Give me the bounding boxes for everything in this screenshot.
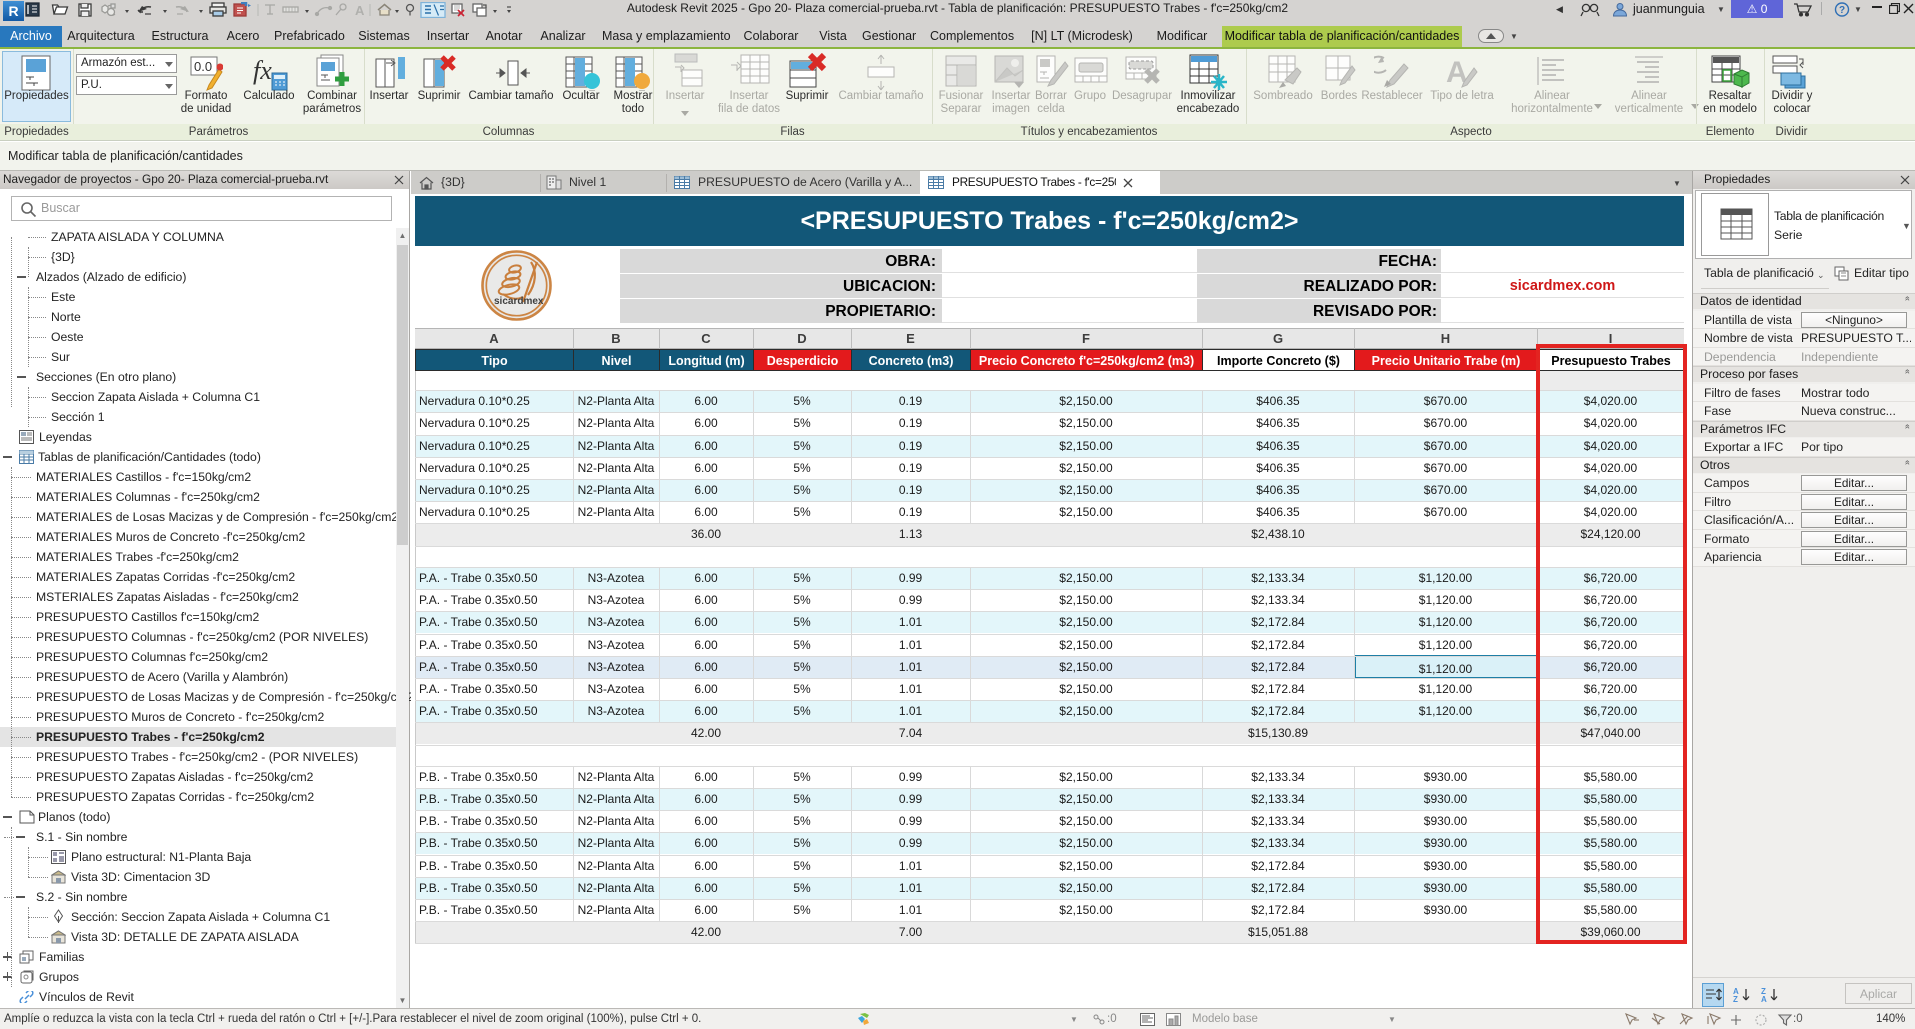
svg-text:Z: Z (1733, 995, 1738, 1003)
svg-text:A: A (1733, 987, 1739, 996)
svg-text:fx: fx (253, 56, 272, 85)
svg-text:?: ? (1839, 5, 1845, 16)
svg-text:A: A (1446, 56, 1468, 89)
svg-text:0.0: 0.0 (194, 59, 212, 74)
svg-text:A: A (1761, 995, 1767, 1003)
svg-text:A: A (355, 3, 365, 18)
svg-text:Z: Z (1761, 987, 1766, 996)
svg-text:sicardmex: sicardmex (494, 296, 544, 307)
